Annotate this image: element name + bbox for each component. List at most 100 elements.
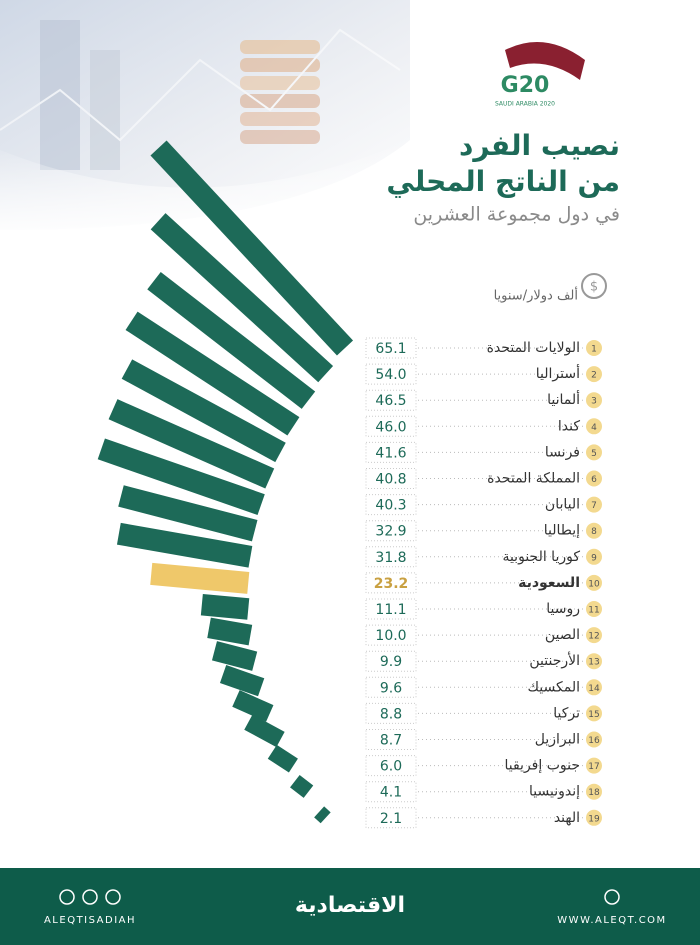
rank-label: 17 bbox=[588, 762, 599, 772]
value-label: 9.6 bbox=[380, 680, 402, 696]
bar bbox=[244, 714, 285, 748]
money-icon: $ bbox=[581, 273, 607, 299]
subtitle: في دول مجموعة العشرين bbox=[413, 204, 620, 226]
rank-badge bbox=[586, 809, 602, 826]
bar bbox=[219, 665, 265, 697]
rank-label: 19 bbox=[588, 814, 600, 824]
bar bbox=[267, 744, 298, 773]
value-label: 2.1 bbox=[380, 811, 402, 827]
value-box bbox=[365, 468, 417, 489]
rank-label: 5 bbox=[591, 449, 597, 459]
value-box bbox=[365, 729, 417, 750]
rank-badge bbox=[586, 418, 602, 435]
bar bbox=[290, 774, 314, 798]
rank-label: 13 bbox=[588, 658, 599, 668]
bar bbox=[150, 140, 354, 356]
value-box bbox=[365, 363, 417, 385]
bar bbox=[150, 562, 250, 594]
country-label: المملكة المتحدة bbox=[487, 471, 580, 487]
bar bbox=[108, 399, 275, 489]
bar bbox=[97, 438, 265, 515]
value-box bbox=[365, 676, 417, 698]
bar bbox=[116, 522, 253, 568]
country-label: تركيا bbox=[553, 705, 580, 721]
bar bbox=[207, 617, 253, 646]
country-label: إيطاليا bbox=[544, 523, 580, 539]
rank-label: 18 bbox=[588, 788, 600, 798]
rank-badge bbox=[586, 705, 602, 722]
value-box bbox=[365, 755, 417, 777]
value-box bbox=[365, 415, 417, 437]
footer bbox=[0, 868, 700, 945]
value-box bbox=[365, 807, 417, 829]
value-box bbox=[365, 546, 417, 568]
bar bbox=[118, 485, 258, 542]
country-label: الأرجنتين bbox=[529, 651, 580, 669]
social-icons bbox=[59, 889, 620, 905]
country-label: ألمانيا bbox=[547, 390, 580, 408]
value-label: 10.0 bbox=[375, 628, 406, 644]
rank-badge bbox=[586, 340, 602, 356]
value-label: 46.5 bbox=[375, 393, 406, 409]
value-box bbox=[365, 702, 417, 724]
bar bbox=[150, 213, 334, 383]
title-line: من الناتج المحلي bbox=[386, 165, 620, 198]
country-label: جنوب إفريقيا bbox=[504, 758, 580, 774]
value-label: 11.1 bbox=[375, 602, 406, 618]
footer-brand: الاقتصادية bbox=[295, 893, 405, 918]
rank-badge bbox=[586, 601, 602, 617]
value-box bbox=[365, 494, 417, 516]
unit-label: ألف دولار/سنويا bbox=[494, 287, 578, 304]
rank-badge bbox=[586, 470, 602, 487]
rank-badge bbox=[586, 366, 602, 383]
rank-label: 1 bbox=[591, 345, 597, 355]
value-label: 8.7 bbox=[380, 733, 402, 749]
rank-badge bbox=[586, 757, 602, 774]
value-box bbox=[365, 650, 417, 672]
rank-badge bbox=[586, 679, 602, 696]
logo-subtext: SAUDI ARABIA 2020 bbox=[495, 101, 555, 108]
value-label: 4.1 bbox=[380, 785, 402, 801]
country-label: الهند bbox=[554, 810, 580, 826]
bar bbox=[211, 641, 258, 671]
rank-label: 15 bbox=[588, 710, 599, 720]
footer-url: WWW.ALEQT.COM bbox=[557, 915, 666, 926]
rank-badge bbox=[586, 653, 602, 670]
country-label: إندونيسيا bbox=[529, 784, 580, 800]
bar bbox=[121, 359, 286, 463]
rank-label: 4 bbox=[591, 423, 597, 433]
rank-badge bbox=[586, 522, 602, 539]
rank-badge bbox=[586, 783, 602, 800]
value-box bbox=[365, 337, 417, 359]
logo-text: G20 bbox=[501, 73, 550, 98]
bar bbox=[125, 311, 300, 436]
country-label: الولايات المتحدة bbox=[487, 340, 580, 356]
rank-badge bbox=[586, 444, 602, 461]
rank-badge bbox=[586, 392, 602, 409]
rank-badge bbox=[586, 731, 602, 748]
rank-label: 14 bbox=[588, 684, 600, 694]
rows: 65.1 الولايات المتحدة 1 54.0 أستراليا 2 46.5 أل… bbox=[97, 140, 602, 829]
svg-text:$: $ bbox=[590, 280, 598, 295]
rank-label: 2 bbox=[591, 371, 597, 381]
country-label: روسيا bbox=[546, 601, 580, 617]
rank-label: 8 bbox=[591, 527, 597, 537]
value-label: 40.3 bbox=[375, 498, 406, 514]
rank-label: 11 bbox=[588, 606, 599, 616]
country-label: اليابان bbox=[545, 497, 580, 513]
rank-label: 12 bbox=[588, 632, 599, 642]
value-label: 6.0 bbox=[380, 759, 402, 775]
value-label: 23.2 bbox=[374, 576, 409, 592]
country-label: الصين bbox=[545, 627, 580, 643]
rank-badge bbox=[586, 574, 602, 591]
rank-badge bbox=[586, 548, 602, 565]
value-label: 54.0 bbox=[375, 367, 406, 383]
country-label: كوريا الجنوبية bbox=[502, 549, 580, 565]
value-label: 31.8 bbox=[375, 550, 406, 566]
value-box bbox=[365, 624, 417, 646]
bar bbox=[200, 593, 250, 620]
country-label: السعودية bbox=[518, 575, 580, 591]
country-label: فرنسا bbox=[545, 444, 580, 460]
value-label: 41.6 bbox=[375, 445, 406, 461]
